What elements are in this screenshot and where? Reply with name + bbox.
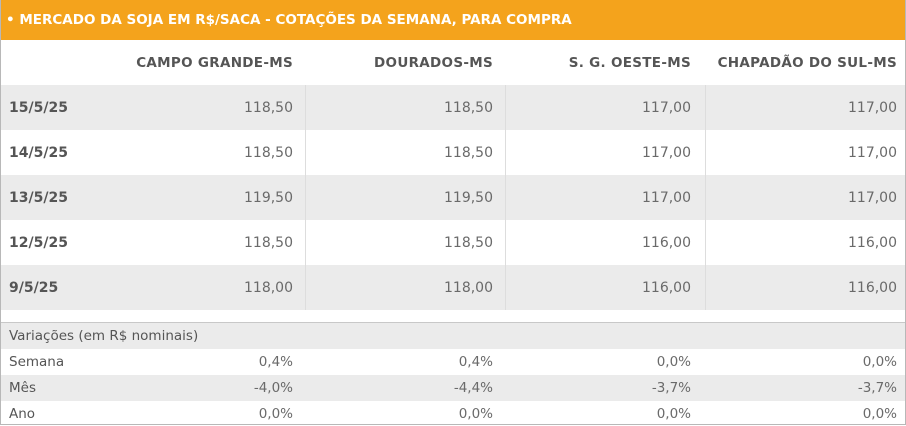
column-header-campo-grande: CAMPO GRANDE-MS [136, 54, 293, 71]
column-divider [305, 85, 306, 310]
price-cell: 116,00 [848, 234, 897, 251]
variation-cell: 0,0% [862, 406, 897, 422]
price-cell: 118,50 [244, 234, 293, 251]
price-cell: 117,00 [848, 99, 897, 116]
table-row: 13/5/25 119,50 119,50 117,00 117,00 [1, 175, 905, 220]
price-cell: 117,00 [848, 189, 897, 206]
table-row: 15/5/25 118,50 118,50 117,00 117,00 [1, 85, 905, 130]
variation-cell: 0,0% [258, 406, 293, 422]
row-date: 9/5/25 [9, 279, 59, 296]
variation-label: Semana [9, 354, 65, 370]
column-header-chapadao: CHAPADÃO DO SUL-MS [717, 54, 897, 71]
column-divider [505, 85, 506, 310]
price-cell: 117,00 [642, 99, 691, 116]
price-cell: 118,00 [244, 279, 293, 296]
variation-cell: 0,4% [258, 354, 293, 370]
row-date: 13/5/25 [9, 189, 68, 206]
variation-row: Ano 0,0% 0,0% 0,0% 0,0% [1, 401, 905, 424]
row-date: 15/5/25 [9, 99, 68, 116]
variation-cell: 0,0% [656, 354, 691, 370]
price-cell: 116,00 [642, 279, 691, 296]
variation-cell: -3,7% [651, 380, 691, 396]
row-date: 12/5/25 [9, 234, 68, 251]
price-cell: 119,50 [244, 189, 293, 206]
variations-title: Variações (em R$ nominais) [1, 323, 905, 349]
price-cell: 118,50 [244, 144, 293, 161]
column-header-sg-oeste: S. G. OESTE-MS [568, 54, 691, 71]
variation-row: Semana 0,4% 0,4% 0,0% 0,0% [1, 349, 905, 375]
table-row: 12/5/25 118,50 118,50 116,00 116,00 [1, 220, 905, 265]
variation-cell: -4,0% [253, 380, 293, 396]
price-cell: 116,00 [642, 234, 691, 251]
table-row: 9/5/25 118,00 118,00 116,00 116,00 [1, 265, 905, 310]
price-cell: 118,00 [444, 279, 493, 296]
variation-cell: 0,4% [458, 354, 493, 370]
table-title: • MERCADO DA SOJA EM R$/SACA - COTAÇÕES … [1, 0, 905, 40]
variation-cell: -3,7% [857, 380, 897, 396]
variation-row: Mês -4,0% -4,4% -3,7% -3,7% [1, 375, 905, 401]
price-cell: 118,50 [444, 99, 493, 116]
column-header-dourados: DOURADOS-MS [374, 54, 493, 71]
price-cell: 117,00 [848, 144, 897, 161]
price-cell: 118,50 [444, 234, 493, 251]
variation-label: Ano [9, 406, 36, 422]
price-cell: 118,50 [444, 144, 493, 161]
price-cell: 117,00 [642, 144, 691, 161]
variation-cell: 0,0% [458, 406, 493, 422]
column-header-row: CAMPO GRANDE-MS DOURADOS-MS S. G. OESTE-… [1, 40, 905, 85]
variation-cell: 0,0% [656, 406, 691, 422]
variation-label: Mês [9, 380, 36, 396]
price-cell: 116,00 [848, 279, 897, 296]
price-cell: 117,00 [642, 189, 691, 206]
price-cell: 118,50 [244, 99, 293, 116]
variations-section: Variações (em R$ nominais) Semana 0,4% 0… [1, 322, 905, 424]
variation-cell: -4,4% [453, 380, 493, 396]
table-row: 14/5/25 118,50 118,50 117,00 117,00 [1, 130, 905, 175]
price-cell: 119,50 [444, 189, 493, 206]
column-divider [705, 85, 706, 310]
variation-cell: 0,0% [862, 354, 897, 370]
row-date: 14/5/25 [9, 144, 68, 161]
